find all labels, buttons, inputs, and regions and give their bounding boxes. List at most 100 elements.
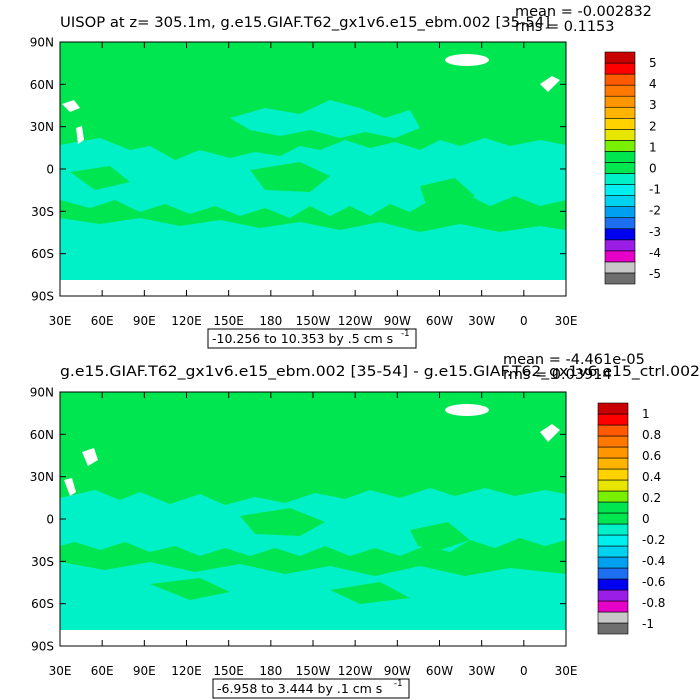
y-tick-label: 30N (30, 120, 54, 134)
colorbar-swatch (597, 512, 629, 525)
panel-2-cyan-south (60, 562, 566, 630)
colorbar-swatch (604, 173, 636, 185)
x-tick-label: 30W (468, 664, 495, 678)
panel-1-x-axis: 30E 60E 90E 120E 150E 180 150W 120W 90W 60W 30W 0 30… (49, 42, 578, 328)
colorbar-swatch (597, 534, 629, 547)
panel-1-colorbar: 5 4 3 2 1 0 -1 -2 -3 -4 -5 (604, 51, 661, 285)
panel-1-land-east (540, 76, 560, 92)
colorbar-swatch (604, 272, 636, 285)
panel-2-range-unit-exp: -1 (394, 679, 402, 689)
y-tick-label: 60S (31, 597, 54, 611)
colorbar-label: 0.2 (642, 491, 661, 505)
panel-1-mean: mean = -0.002832 (515, 4, 652, 20)
colorbar-swatch (604, 84, 636, 97)
x-tick-label: 30E (49, 314, 72, 328)
colorbar-swatch (604, 95, 636, 108)
colorbar-swatch (597, 501, 629, 514)
colorbar-swatch (604, 228, 636, 241)
colorbar-swatch (597, 523, 629, 536)
colorbar-swatch (597, 413, 629, 426)
panel-2-title: g.e15.GIAF.T62_gx1v6.e15_ebm.002 [35-54]… (60, 364, 700, 380)
panel-1-green-atlantic (420, 178, 475, 208)
x-tick-label: 30W (468, 314, 495, 328)
colorbar-swatch (604, 73, 636, 86)
colorbar-swatch (597, 556, 629, 569)
x-tick-label: 90E (133, 314, 156, 328)
colorbar-swatch (604, 140, 636, 152)
x-tick-label: 60E (91, 314, 114, 328)
colorbar-swatch (597, 578, 629, 591)
colorbar-swatch (604, 239, 636, 252)
colorbar-swatch (597, 545, 629, 558)
colorbar-label: -0.6 (642, 575, 665, 589)
colorbar-swatch (604, 62, 636, 75)
colorbar-swatch (604, 162, 636, 174)
panel-2-green-pacific (240, 508, 325, 536)
colorbar-swatch (597, 589, 629, 602)
panel-2-greenland (445, 404, 489, 416)
y-tick-label: 30S (31, 205, 54, 219)
colorbar-label: -1 (642, 617, 654, 631)
colorbar-swatch (597, 622, 629, 635)
colorbar-swatch (604, 261, 636, 274)
colorbar-swatch (597, 611, 629, 624)
panel-1-map (60, 42, 566, 296)
panel-2-range-box: -6.958 to 3.444 by .1 cm s -1 (212, 678, 410, 699)
colorbar-swatch (604, 250, 636, 263)
panel-2-land-west (64, 448, 98, 496)
panel-2-rms: rms = 0.03914 (503, 367, 612, 383)
x-tick-label: 30E (555, 664, 578, 678)
x-tick-label: 60W (426, 664, 453, 678)
colorbar-label: 4 (649, 77, 657, 91)
colorbar-label: 0.8 (642, 428, 661, 442)
panel-2-y-axis: 90N 60N 30N 0 30S 60S 90S (30, 386, 566, 654)
y-tick-label: 60N (30, 78, 54, 92)
colorbar-label: 0.6 (642, 449, 661, 463)
panel-1-land-west (62, 100, 84, 144)
colorbar-label: 2 (649, 119, 657, 133)
x-tick-label: 120W (338, 314, 373, 328)
panel-1-greenland (445, 54, 489, 66)
panel-2-range-label: -6.958 to 3.444 by .1 cm s (217, 681, 382, 696)
panel-1-range-unit-exp: -1 (401, 329, 409, 339)
colorbar-swatch (604, 117, 636, 130)
colorbar-label: -0.2 (642, 533, 665, 547)
colorbar-swatch (604, 217, 636, 230)
panel-2-land-east (540, 424, 560, 442)
x-tick-label: 90W (384, 314, 411, 328)
colorbar-label: 5 (649, 56, 657, 70)
colorbar-label: -2 (649, 204, 661, 218)
colorbar-swatch (597, 490, 629, 503)
colorbar-label: -0.8 (642, 596, 665, 610)
y-tick-label: 90S (31, 290, 54, 304)
panel-1-green-pacific (250, 162, 330, 192)
colorbar-swatch (597, 402, 629, 415)
colorbar-swatch (597, 457, 629, 470)
colorbar-swatch (597, 424, 629, 437)
panel-1-range-label: -10.256 to 10.353 by .5 cm s (212, 331, 393, 346)
panel-1-green-indian (70, 166, 130, 190)
colorbar-label: 1 (642, 407, 650, 421)
panel-2: g.e15.GIAF.T62_gx1v6.e15_ebm.002 [35-54]… (30, 352, 700, 699)
x-tick-label: 150E (213, 664, 244, 678)
panel-1-cyan-south (60, 218, 566, 280)
x-tick-label: 120E (171, 314, 202, 328)
panel-2-map (60, 392, 566, 646)
y-tick-label: 60N (30, 428, 54, 442)
x-tick-label: 180 (259, 664, 282, 678)
x-tick-label: 150W (296, 314, 331, 328)
y-tick-label: 30N (30, 470, 54, 484)
colorbar-swatch (604, 51, 636, 64)
x-tick-label: 30E (555, 314, 578, 328)
x-tick-label: 90E (133, 664, 156, 678)
panel-1: UISOP at z= 305.1m, g.e15.GIAF.T62_gx1v6… (30, 4, 661, 349)
x-tick-label: 150E (213, 314, 244, 328)
colorbar-label: -0.4 (642, 554, 665, 568)
x-tick-label: 90W (384, 664, 411, 678)
panel-2-colorbar: 1 0.8 0.6 0.4 0.2 0 -0.2 -0.4 -0.6 -0.8 -1 (597, 402, 665, 635)
y-tick-label: 90S (31, 640, 54, 654)
colorbar-swatch (597, 435, 629, 448)
colorbar-label: -4 (649, 246, 661, 260)
colorbar-swatch (597, 567, 629, 580)
x-tick-label: 60W (426, 314, 453, 328)
